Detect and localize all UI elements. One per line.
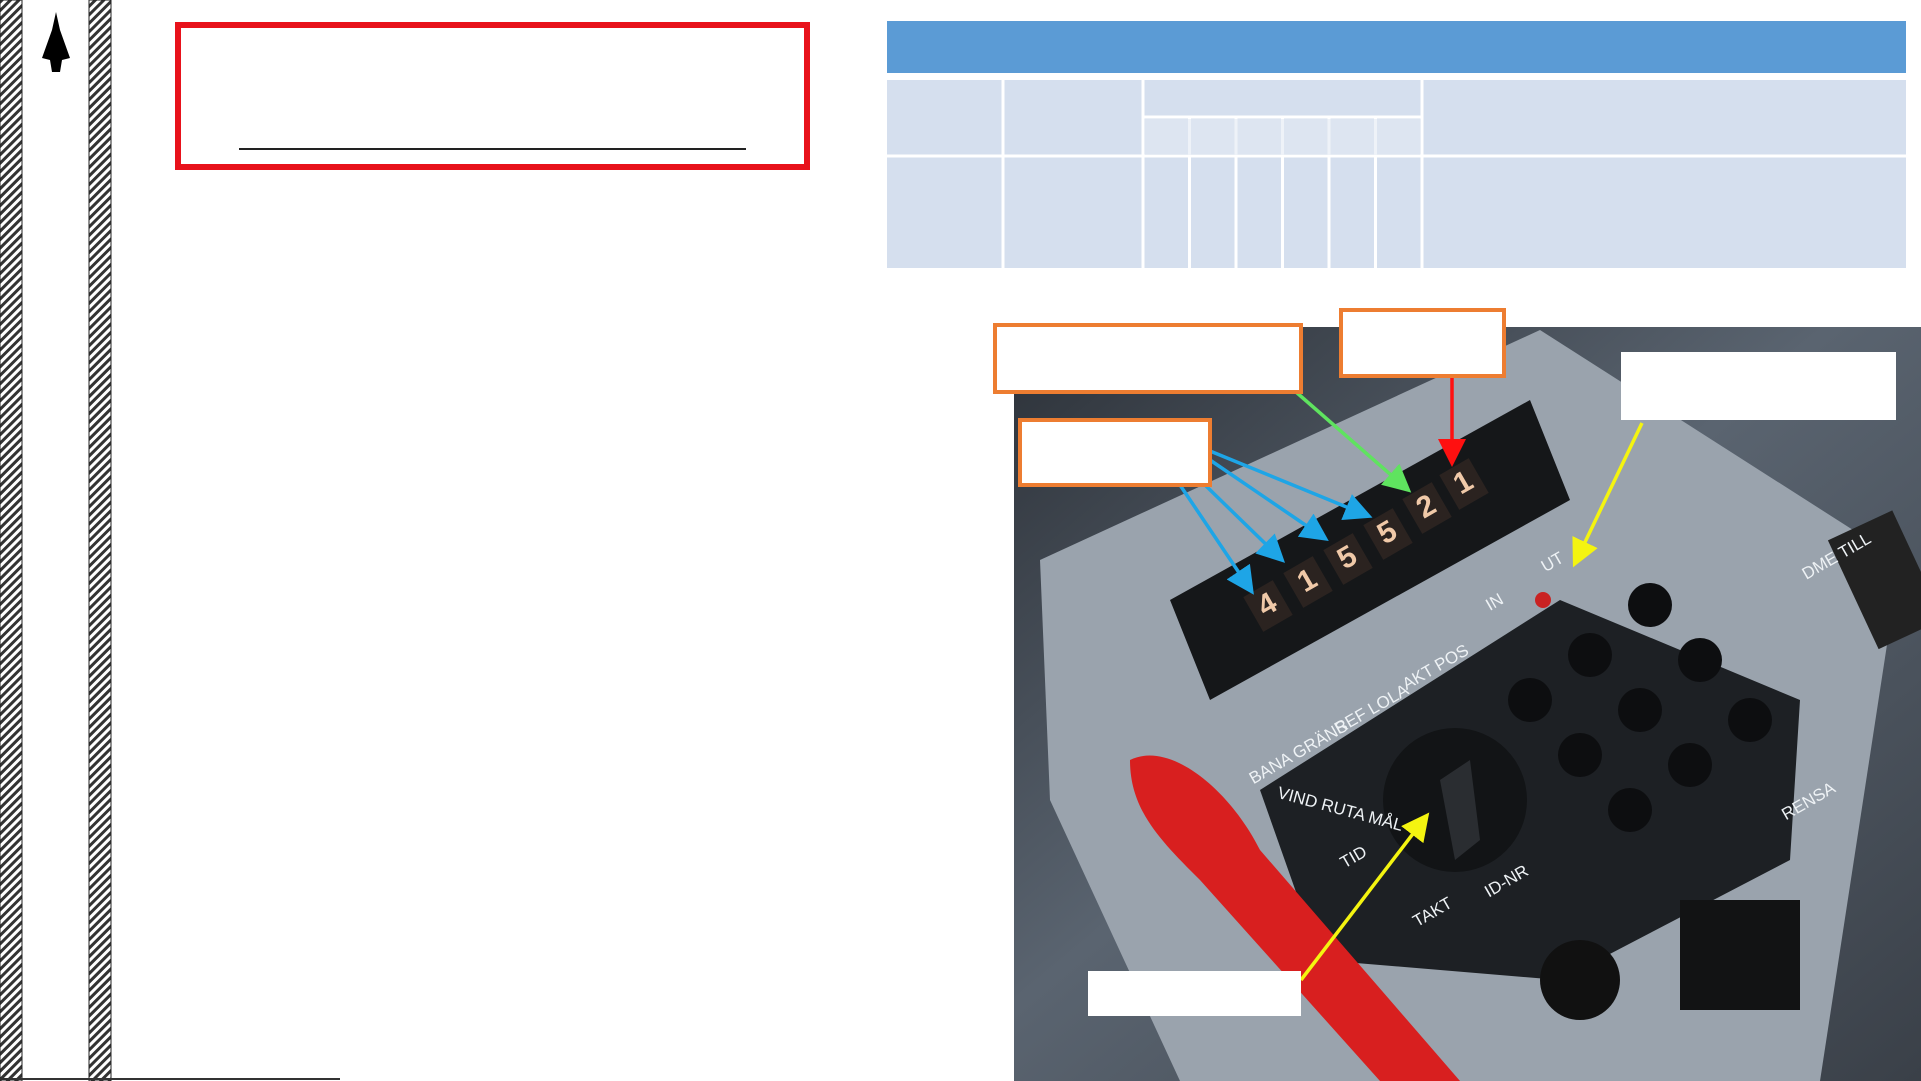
callout-box xyxy=(1339,308,1506,378)
arrow xyxy=(1209,449,1373,520)
digit-window xyxy=(1363,508,1413,560)
callout-box xyxy=(993,323,1303,394)
title-box xyxy=(175,22,810,170)
callout-box xyxy=(1088,971,1301,1016)
digit-window xyxy=(1323,533,1373,585)
table-body xyxy=(887,80,1906,268)
digit-window xyxy=(1402,482,1452,534)
arrow xyxy=(1299,812,1430,982)
jet-icon xyxy=(42,12,70,72)
callout-box xyxy=(1621,352,1896,420)
callout-box xyxy=(1018,418,1212,487)
table xyxy=(887,21,1906,268)
arrow xyxy=(1203,483,1286,563)
table-header xyxy=(887,21,1906,73)
digit-window xyxy=(1439,458,1489,510)
arrow xyxy=(1294,390,1412,493)
arrow xyxy=(1572,422,1644,568)
arrow xyxy=(1209,458,1329,541)
side-bar xyxy=(88,0,112,1081)
digit-window xyxy=(1243,580,1293,632)
arrow xyxy=(1178,484,1254,595)
side-bar xyxy=(0,0,23,1081)
digit-window xyxy=(1283,556,1333,608)
